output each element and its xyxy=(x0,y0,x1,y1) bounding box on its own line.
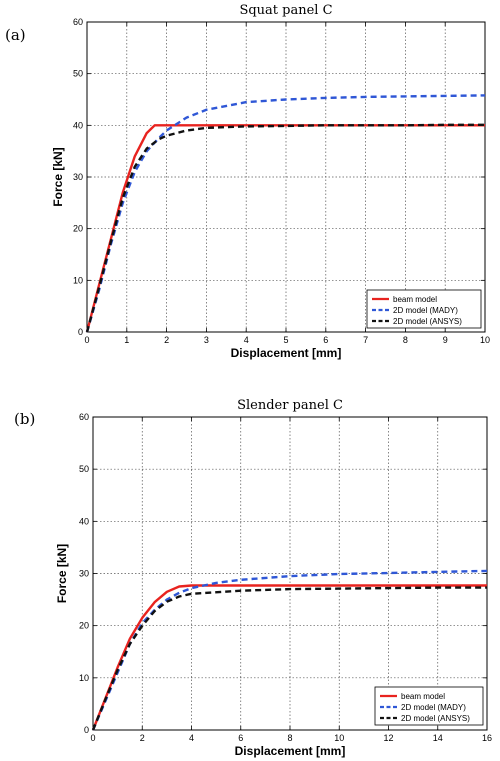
x-tick-label: 1 xyxy=(124,335,129,345)
x-tick-label: 4 xyxy=(189,733,194,743)
y-tick-label: 50 xyxy=(73,69,83,79)
panel-label: (b) xyxy=(14,410,35,428)
y-tick-label: 0 xyxy=(78,327,83,337)
legend: beam model 2D model (MADY) 2D model (ANSYS… xyxy=(374,686,484,726)
y-tick-label: 60 xyxy=(79,412,89,422)
y-tick-label: 10 xyxy=(73,275,83,285)
y-axis-label: Force [kN] xyxy=(51,147,65,206)
y-tick-label: 60 xyxy=(73,17,83,27)
x-tick-label: 3 xyxy=(204,335,209,345)
x-tick-label: 8 xyxy=(287,733,292,743)
legend-label: beam model xyxy=(401,692,445,701)
chart-title: Squat panel C xyxy=(239,3,332,18)
x-tick-label: 5 xyxy=(283,335,288,345)
legend-label: 2D model (ANSYS) xyxy=(401,714,470,723)
x-tick-label: 12 xyxy=(383,733,393,743)
y-tick-label: 10 xyxy=(79,673,89,683)
series-line-beam-model xyxy=(91,584,487,731)
y-tick-label: 0 xyxy=(84,725,89,735)
x-tick-label: 4 xyxy=(244,335,249,345)
x-tick-label: 10 xyxy=(334,733,344,743)
panel-label: (a) xyxy=(5,26,26,44)
y-tick-label: 40 xyxy=(73,120,83,130)
y-tick-label: 40 xyxy=(79,516,89,526)
x-tick-label: 9 xyxy=(443,335,448,345)
legend: beam model 2D model (MADY) 2D model (ANSYS… xyxy=(366,289,482,329)
y-tick-label: 20 xyxy=(73,224,83,234)
x-tick-label: 14 xyxy=(433,733,443,743)
x-tick-label: 0 xyxy=(90,733,95,743)
x-tick-label: 6 xyxy=(238,733,243,743)
x-tick-label: 0 xyxy=(84,335,89,345)
chart-b: (b) Slender panel C 0 2 4 6 8 10 12 14 16 0 10 20 30 40… xyxy=(14,398,492,758)
series-line-2d-model-mady xyxy=(85,94,486,333)
x-tick-label: 2 xyxy=(140,733,145,743)
x-tick-label: 10 xyxy=(480,335,490,345)
series-line-2d-model-mady xyxy=(91,569,488,731)
x-axis-label: Displacement [mm] xyxy=(235,744,346,758)
y-tick-label: 50 xyxy=(79,464,89,474)
y-tick-label: 30 xyxy=(73,172,83,182)
x-tick-label: 8 xyxy=(403,335,408,345)
legend-label: 2D model (MADY) xyxy=(393,306,458,315)
y-tick-label: 20 xyxy=(79,621,89,631)
series-line-2d-model-ansys xyxy=(91,586,487,731)
series-line-2d-model-ansys xyxy=(85,123,485,333)
x-tick-label: 7 xyxy=(363,335,368,345)
legend-label: 2D model (ANSYS) xyxy=(393,317,462,326)
x-tick-label: 2 xyxy=(164,335,169,345)
chart-title: Slender panel C xyxy=(237,398,343,413)
legend-label: beam model xyxy=(393,295,437,304)
x-axis-label: Displacement [mm] xyxy=(231,346,342,360)
legend-label: 2D model (MADY) xyxy=(401,703,466,712)
y-tick-label: 30 xyxy=(79,569,89,579)
chart-a: (a) Squat panel C 0 1 2 3 4 5 6 7 8 9 10 0 10 20 30 40 50 6… xyxy=(5,3,490,360)
x-tick-label: 16 xyxy=(482,733,492,743)
x-tick-label: 6 xyxy=(323,335,328,345)
y-axis-label: Force [kN] xyxy=(55,544,69,603)
